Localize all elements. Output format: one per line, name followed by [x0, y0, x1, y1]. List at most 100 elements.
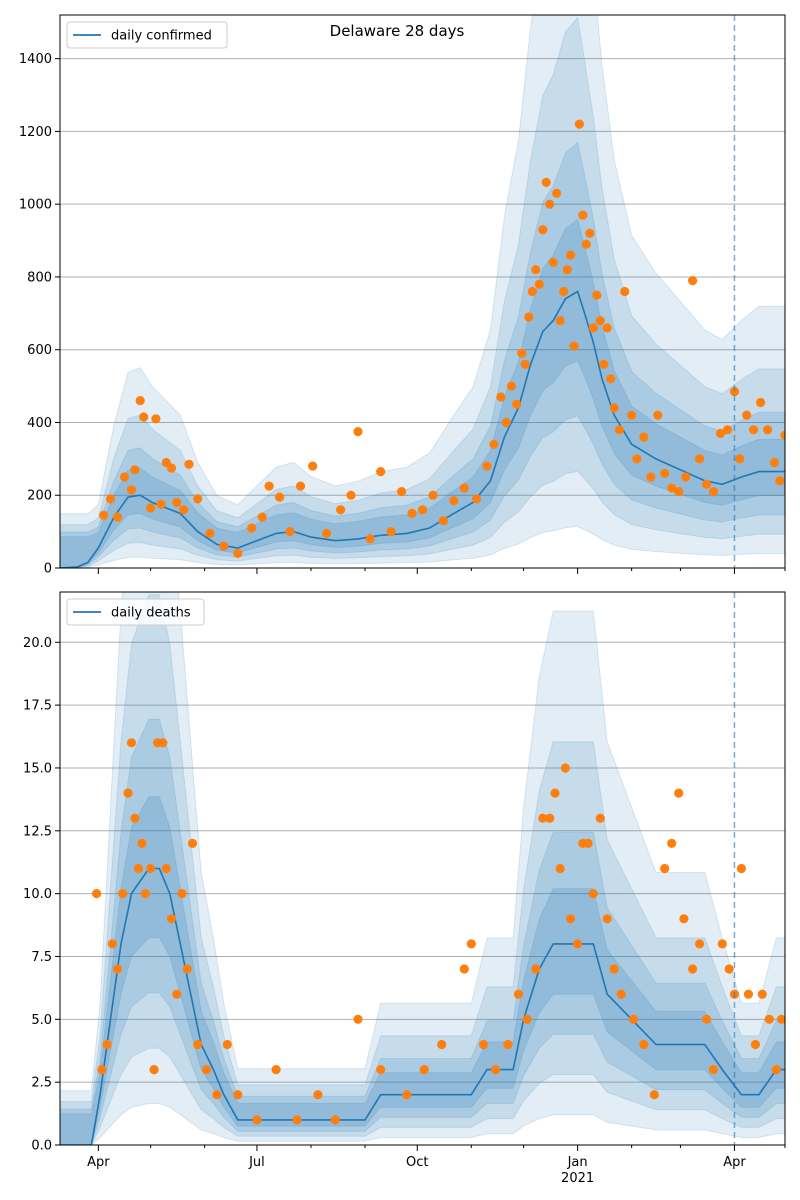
deaths-data-point: [724, 964, 734, 974]
confirmed-data-point: [520, 359, 530, 369]
deaths-y-tick-label: 15.0: [23, 761, 52, 776]
confirmed-data-point: [708, 487, 719, 497]
confirmed-data-point: [531, 265, 541, 275]
deaths-data-point: [459, 964, 469, 974]
confirmed-data-point: [336, 505, 346, 515]
deaths-data-point: [222, 1039, 232, 1050]
confirmed-y-tick-label: 400: [27, 416, 52, 431]
x-tick-label: Jul: [248, 1155, 265, 1170]
confirmed-data-point: [233, 548, 243, 559]
confirmed-data-point: [459, 483, 469, 493]
confirmed-data-point: [205, 528, 215, 539]
deaths-data-point: [513, 989, 524, 999]
deaths-axes-frame: [59, 591, 786, 1146]
confirmed-data-point: [639, 432, 649, 442]
confirmed-data-point: [588, 323, 598, 333]
confirmed-data-point: [749, 425, 759, 435]
confirmed-data-point: [156, 499, 166, 509]
confirmed-y-tick-label: 0: [44, 562, 52, 577]
deaths-data-point: [743, 989, 754, 999]
confirmed-data-point: [756, 397, 766, 408]
confirmed-data-point: [496, 392, 506, 402]
deaths-data-point: [771, 1065, 781, 1075]
confirmed-axes-frame: [59, 14, 786, 569]
deaths-data-point: [736, 863, 747, 874]
deaths-data-point: [550, 788, 560, 798]
confirmed-data-point: [438, 516, 448, 526]
deaths-data-point: [177, 889, 187, 899]
confirmed-data-point: [562, 265, 572, 275]
confirmed-data-point: [614, 425, 625, 435]
deaths-data-point: [750, 1039, 761, 1050]
deaths-y-tick-label: 20.0: [23, 636, 52, 651]
confirmed-y-tick-label: 1400: [19, 52, 52, 67]
confirmed-data-point: [386, 527, 396, 537]
confirmed-data-point: [489, 439, 499, 449]
confirmed-data-point: [146, 503, 156, 513]
confirmed-data-point: [667, 483, 677, 493]
deaths-data-point: [764, 1014, 774, 1024]
deaths-panel: 0.0 2.5 5.0 7.5 10.0 12.5 15.0 17.5 20.0 Apr Jul Oc…: [23, 591, 786, 1170]
confirmed-data-point: [632, 454, 642, 464]
deaths-uncertainty-band: [60, 594, 785, 1145]
confirmed-uncertainty-band: [60, 218, 785, 568]
deaths-y-tick-label: 12.5: [23, 824, 52, 839]
confirmed-data-point: [660, 468, 670, 478]
deaths-data-point: [353, 1014, 363, 1024]
deaths-data-point: [137, 838, 147, 849]
confirmed-uncertainty-band: [60, 15, 785, 568]
deaths-data-point: [573, 939, 583, 949]
confirmed-data-point: [257, 512, 267, 522]
confirmed-data-point: [119, 472, 130, 482]
deaths-data-point: [419, 1065, 429, 1075]
x-tick-label: Apr: [723, 1155, 746, 1170]
deaths-data-point: [531, 964, 541, 974]
confirmed-data-point: [585, 228, 595, 238]
deaths-data-point: [708, 1065, 719, 1075]
confirmed-y-tick-label: 200: [27, 489, 52, 504]
confirmed-data-point: [775, 476, 785, 486]
deaths-y-tick-label: 17.5: [23, 699, 52, 714]
deaths-data-point: [660, 863, 670, 874]
confirmed-data-point: [135, 396, 145, 406]
confirmed-data-point: [569, 341, 579, 351]
deaths-data-point: [130, 813, 140, 823]
deaths-data-point: [538, 813, 548, 823]
deaths-data-point: [639, 1039, 649, 1050]
confirmed-data-point: [609, 403, 619, 413]
deaths-data-point: [595, 813, 605, 823]
confirmed-data-point: [763, 425, 773, 435]
deaths-data-point: [466, 939, 476, 949]
confirmed-data-point: [397, 487, 407, 497]
deaths-uncertainty-band: [60, 718, 785, 1145]
confirmed-data-point: [517, 348, 527, 358]
deaths-data-point: [545, 813, 555, 823]
confirmed-data-point: [729, 386, 740, 397]
deaths-data-point: [161, 863, 171, 874]
confirmed-legend: [66, 21, 228, 49]
deaths-data-point: [292, 1115, 302, 1125]
deaths-legend: [66, 598, 205, 626]
confirmed-data-point: [308, 461, 318, 471]
confirmed-data-point: [179, 505, 189, 515]
deaths-data-point: [437, 1039, 447, 1050]
confirmed-data-point: [545, 199, 555, 209]
deaths-data-point: [679, 914, 689, 924]
confirmed-data-point: [735, 454, 745, 464]
confirmed-data-point: [541, 177, 551, 187]
confirmed-data-point: [602, 323, 612, 333]
confirmed-data-point: [620, 286, 630, 297]
deaths-data-point: [126, 738, 137, 748]
confirmed-legend-label: daily confirmed: [111, 29, 212, 44]
confirmed-data-point: [105, 494, 116, 504]
deaths-data-point: [566, 914, 576, 924]
deaths-data-point: [776, 1014, 785, 1024]
deaths-data-point: [102, 1039, 112, 1050]
confirmed-data-point: [606, 374, 616, 384]
confirmed-data-point: [247, 523, 257, 533]
confirmed-y-tick-label: 800: [27, 270, 52, 285]
deaths-data-point: [583, 838, 593, 849]
confirmed-data-point: [552, 188, 562, 198]
deaths-data-point: [201, 1065, 211, 1075]
confirmed-data-point: [126, 485, 137, 495]
